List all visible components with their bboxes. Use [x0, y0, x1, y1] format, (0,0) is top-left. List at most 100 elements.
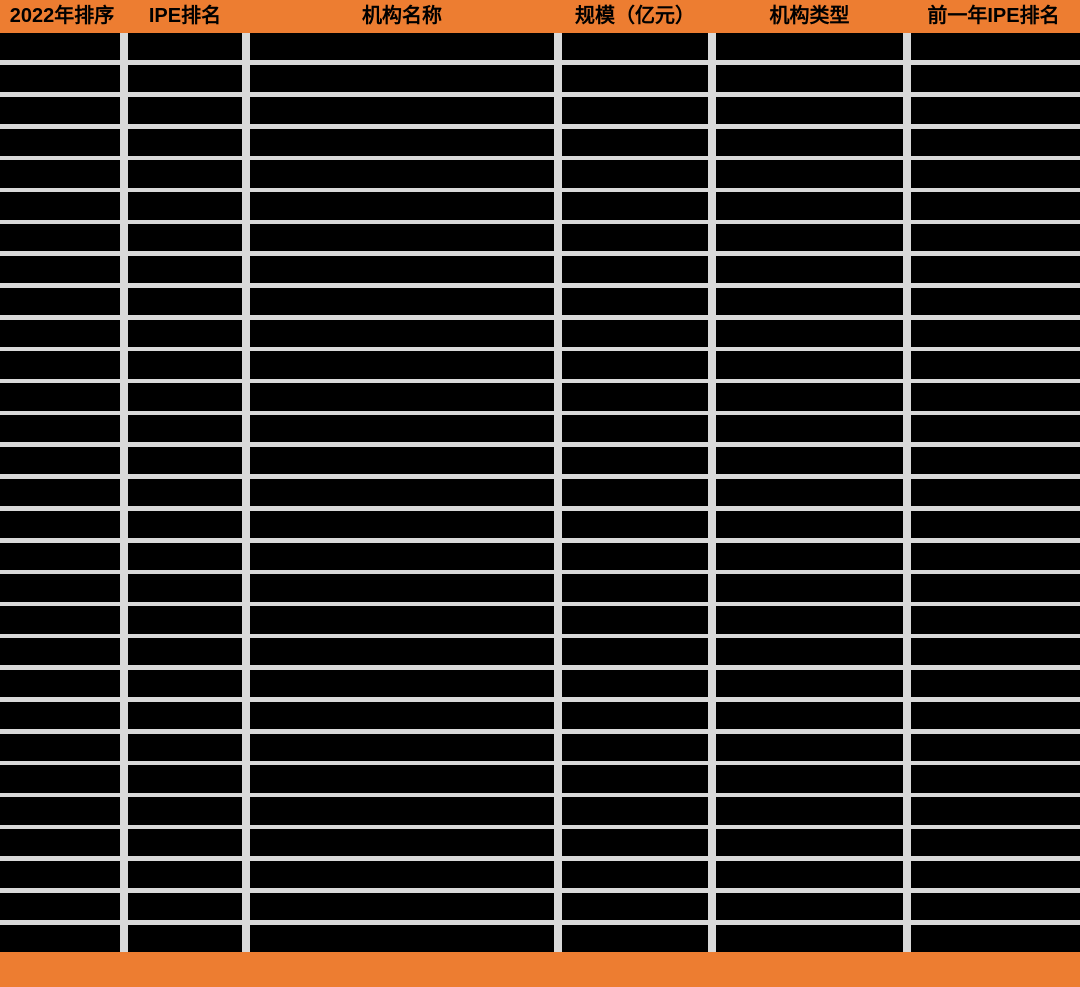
- table-cell-redacted: [128, 478, 242, 507]
- table-cell-redacted: [250, 33, 554, 61]
- table-cell-redacted: [911, 733, 1080, 761]
- table-cell-redacted: [250, 638, 554, 666]
- table-row: [0, 765, 1080, 793]
- table-cell-redacted: [128, 33, 242, 61]
- table-cell-redacted: [128, 892, 242, 921]
- table-cell-redacted: [128, 160, 242, 188]
- table-cell-redacted: [128, 287, 242, 316]
- table-cell-redacted: [716, 892, 903, 921]
- table-cell-redacted: [0, 351, 120, 379]
- table-cell-redacted: [128, 510, 242, 539]
- table-cell-redacted: [0, 638, 120, 666]
- table-cell-redacted: [911, 128, 1080, 156]
- table-cell-redacted: [911, 160, 1080, 188]
- table-cell-redacted: [128, 542, 242, 570]
- table-row: [0, 829, 1080, 857]
- table-cell-redacted: [911, 860, 1080, 889]
- table-cell-redacted: [716, 192, 903, 220]
- table-row: [0, 478, 1080, 507]
- table-cell-redacted: [562, 319, 708, 347]
- table-cell-redacted: [716, 478, 903, 507]
- table-cell-redacted: [716, 96, 903, 125]
- table-row: [0, 128, 1080, 156]
- table-cell-redacted: [250, 797, 554, 825]
- table-cell-redacted: [250, 287, 554, 316]
- table-cell-redacted: [716, 446, 903, 475]
- table-cell-redacted: [0, 892, 120, 921]
- table-cell-redacted: [562, 478, 708, 507]
- table-row: [0, 510, 1080, 539]
- table-cell-redacted: [716, 701, 903, 730]
- table-cell-redacted: [128, 574, 242, 602]
- table-cell-redacted: [562, 606, 708, 634]
- table-row: [0, 383, 1080, 411]
- table-cell-redacted: [911, 765, 1080, 793]
- table-cell-redacted: [911, 924, 1080, 952]
- table-cell-redacted: [911, 510, 1080, 539]
- table-cell-redacted: [562, 765, 708, 793]
- table-row: [0, 192, 1080, 220]
- table-cell-redacted: [0, 733, 120, 761]
- column-header-scale: 规模（亿元）: [575, 5, 695, 27]
- table-cell-redacted: [250, 924, 554, 952]
- table-cell-redacted: [562, 446, 708, 475]
- table-row: [0, 255, 1080, 284]
- table-cell-redacted: [250, 224, 554, 252]
- table-cell-redacted: [250, 64, 554, 93]
- table-row: [0, 892, 1080, 921]
- table-cell-redacted: [562, 383, 708, 411]
- table-cell-redacted: [716, 669, 903, 698]
- table-cell-redacted: [562, 287, 708, 316]
- table-cell-redacted: [250, 701, 554, 730]
- table-cell-redacted: [128, 606, 242, 634]
- column-header-org-type: 机构类型: [769, 5, 850, 27]
- table-row: [0, 287, 1080, 316]
- table-cell-redacted: [250, 478, 554, 507]
- table-cell-redacted: [0, 924, 120, 952]
- table-cell-redacted: [716, 128, 903, 156]
- table-cell-redacted: [562, 96, 708, 125]
- table-cell-redacted: [562, 669, 708, 698]
- table-cell-redacted: [128, 351, 242, 379]
- table-body: [0, 33, 1080, 952]
- table-cell-redacted: [250, 351, 554, 379]
- table-cell-redacted: [0, 478, 120, 507]
- table-cell-redacted: [716, 33, 903, 61]
- table-cell-redacted: [562, 860, 708, 889]
- table-cell-redacted: [716, 924, 903, 952]
- table-cell-redacted: [250, 319, 554, 347]
- table-cell-redacted: [911, 33, 1080, 61]
- table-cell-redacted: [128, 192, 242, 220]
- table-cell-redacted: [562, 255, 708, 284]
- table-cell-redacted: [562, 192, 708, 220]
- table-cell-redacted: [128, 255, 242, 284]
- table-cell-redacted: [250, 446, 554, 475]
- table-cell-redacted: [0, 701, 120, 730]
- table-cell-redacted: [250, 510, 554, 539]
- table-cell-redacted: [128, 128, 242, 156]
- table-cell-redacted: [911, 701, 1080, 730]
- table-cell-redacted: [716, 383, 903, 411]
- column-header-prev-rank: 前一年IPE排名: [927, 5, 1060, 27]
- table-cell-redacted: [911, 446, 1080, 475]
- table-cell-redacted: [128, 638, 242, 666]
- table-row: [0, 542, 1080, 570]
- table-cell-redacted: [716, 287, 903, 316]
- table-cell-redacted: [562, 733, 708, 761]
- table-row: [0, 606, 1080, 634]
- table-cell-redacted: [716, 351, 903, 379]
- table-cell-redacted: [562, 829, 708, 857]
- table-cell-redacted: [128, 733, 242, 761]
- table-cell-redacted: [716, 319, 903, 347]
- table-cell-redacted: [911, 892, 1080, 921]
- table-cell-redacted: [128, 701, 242, 730]
- table-row: [0, 924, 1080, 952]
- table-cell-redacted: [128, 415, 242, 443]
- table-row: [0, 701, 1080, 730]
- table-cell-redacted: [716, 542, 903, 570]
- table-cell-redacted: [716, 797, 903, 825]
- table-row: [0, 33, 1080, 61]
- table-cell-redacted: [911, 224, 1080, 252]
- table-cell-redacted: [562, 128, 708, 156]
- table-cell-redacted: [0, 64, 120, 93]
